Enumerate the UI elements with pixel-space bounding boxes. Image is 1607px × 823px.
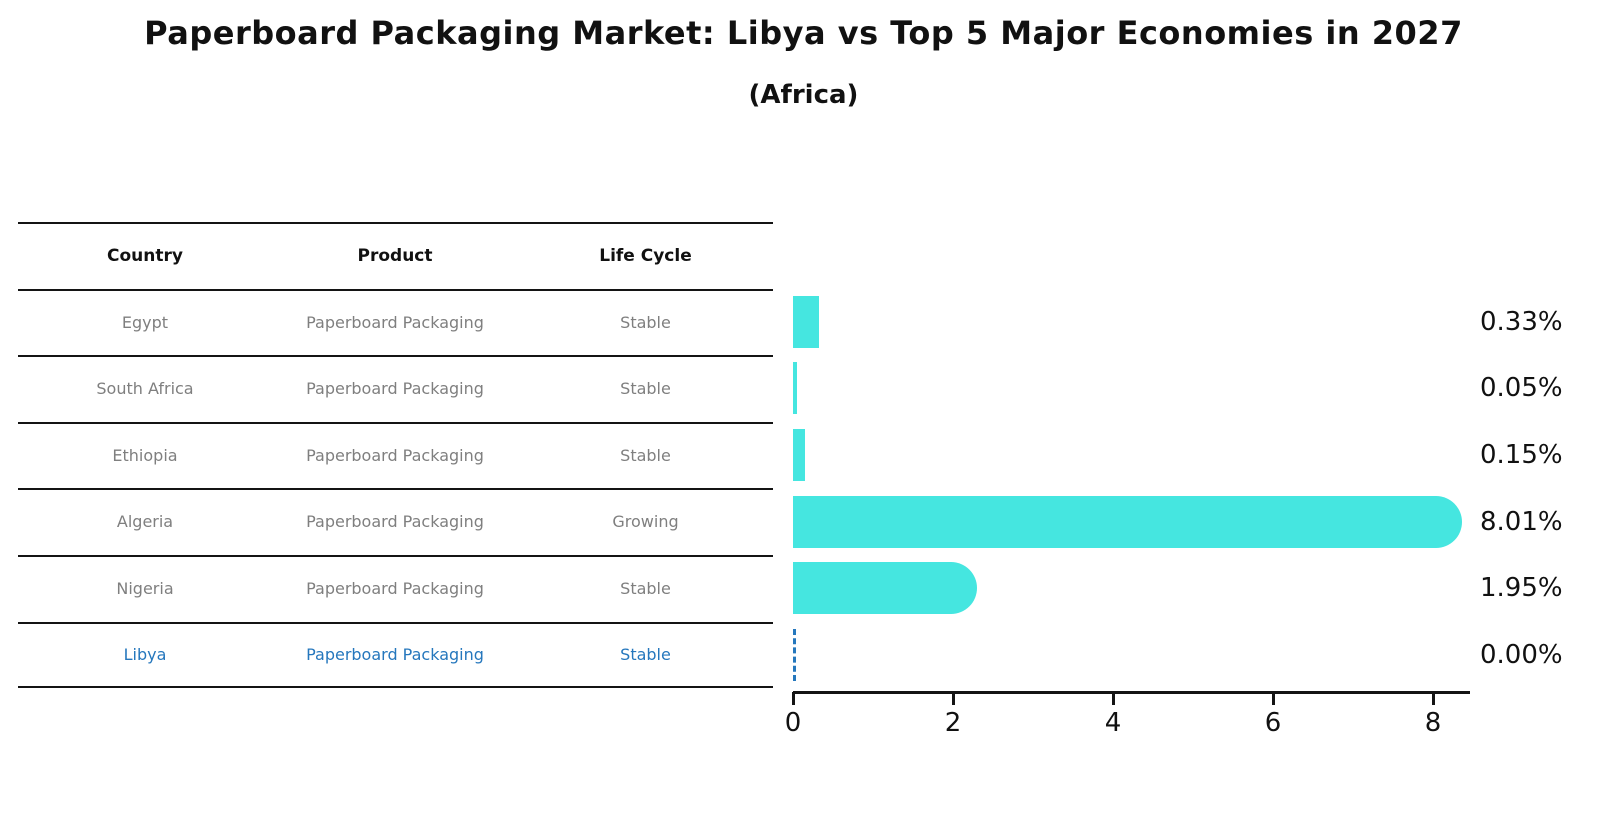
table-row-ethiopia: Ethiopia Paperboard Packaging Stable — [18, 422, 773, 488]
table-header-row: Country Product Life Cycle — [18, 222, 773, 289]
cell-product: Paperboard Packaging — [306, 644, 484, 664]
x-axis-line — [793, 691, 1470, 694]
value-label-algeria: 8.01% — [1480, 507, 1563, 537]
column-header-country: Country — [107, 245, 183, 266]
cell-product: Paperboard Packaging — [306, 512, 484, 531]
bar-nigeria — [793, 562, 977, 614]
column-header-life-cycle: Life Cycle — [599, 245, 692, 266]
bar-egypt — [793, 296, 820, 348]
cell-life-cycle: Stable — [620, 445, 671, 465]
cell-life-cycle: Growing — [612, 512, 679, 531]
cell-product: Paperboard Packaging — [306, 445, 484, 465]
chart-title: Paperboard Packaging Market: Libya vs To… — [144, 14, 1463, 52]
table-row-south-africa: South Africa Paperboard Packaging Stable — [18, 355, 773, 422]
cell-life-cycle: Stable — [620, 312, 671, 332]
cell-country: Nigeria — [116, 579, 174, 598]
value-label-libya: 0.00% — [1480, 640, 1563, 670]
value-label-south-africa: 0.05% — [1480, 373, 1563, 403]
table-row-algeria: Algeria Paperboard Packaging Growing — [18, 488, 773, 555]
cell-life-cycle: Stable — [620, 579, 671, 598]
x-tick-mark — [1272, 692, 1275, 705]
country-table: Country Product Life Cycle Egypt Paperbo… — [18, 222, 773, 688]
table-line — [18, 355, 773, 357]
cell-life-cycle: Stable — [620, 379, 671, 398]
cell-product: Paperboard Packaging — [306, 579, 484, 598]
x-tick-label: 6 — [1264, 708, 1282, 738]
x-tick-mark — [1112, 692, 1115, 705]
x-tick-mark — [1432, 692, 1435, 705]
bar-algeria — [793, 496, 1462, 548]
x-tick-label: 8 — [1424, 708, 1442, 738]
table-line — [18, 622, 773, 624]
value-label-nigeria: 1.95% — [1480, 573, 1563, 603]
x-tick-mark — [792, 692, 795, 705]
table-row-nigeria: Nigeria Paperboard Packaging Stable — [18, 555, 773, 622]
table-row-libya: Libya Paperboard Packaging Stable — [18, 622, 773, 686]
bar-ethiopia — [793, 429, 805, 481]
table-line — [18, 222, 773, 224]
value-label-ethiopia: 0.15% — [1480, 440, 1563, 470]
x-tick-mark — [952, 692, 955, 705]
x-tick-label: 4 — [1104, 708, 1122, 738]
x-tick-label: 2 — [944, 708, 962, 738]
column-header-product: Product — [357, 245, 433, 266]
cell-country: Algeria — [116, 512, 174, 531]
cell-product: Paperboard Packaging — [306, 379, 484, 398]
cell-life-cycle: Stable — [620, 644, 671, 664]
cell-country: Egypt — [121, 312, 169, 332]
table-line — [18, 686, 773, 688]
table-line — [18, 488, 773, 490]
x-tick-label: 0 — [784, 708, 802, 738]
cell-country: Libya — [123, 644, 167, 664]
table-line — [18, 555, 773, 557]
table-line — [18, 289, 773, 291]
table-line — [18, 422, 773, 424]
bar-libya-zero — [793, 629, 796, 681]
cell-country: Ethiopia — [112, 445, 178, 465]
bar-south-africa — [793, 362, 797, 414]
table-row-egypt: Egypt Paperboard Packaging Stable — [18, 289, 773, 355]
chart-subtitle: (Africa) — [748, 80, 859, 110]
cell-product: Paperboard Packaging — [306, 312, 484, 332]
value-label-egypt: 0.33% — [1480, 307, 1563, 337]
cell-country: South Africa — [96, 379, 194, 398]
